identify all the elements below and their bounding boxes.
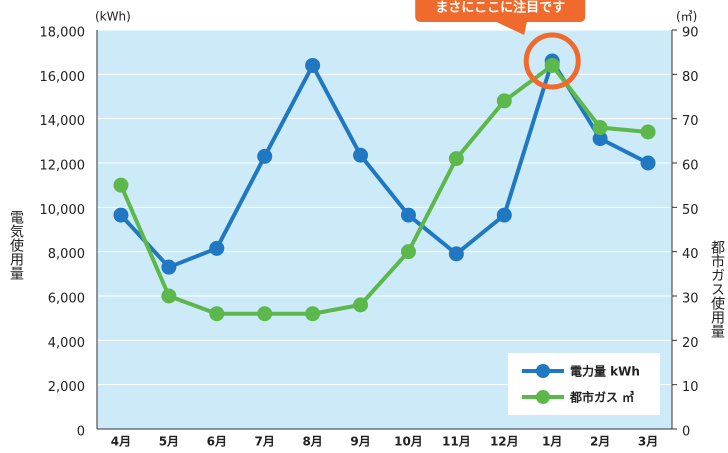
y-tick-label: 18,000 (40, 26, 86, 41)
callout-box (415, 0, 586, 22)
data-point (257, 148, 273, 164)
data-point (448, 151, 464, 167)
y2-tick-label: 80 (682, 70, 699, 85)
y-tick-label: 4,000 (48, 336, 85, 351)
data-point (161, 288, 177, 304)
x-tick-label: 11月 (442, 435, 471, 449)
data-point (209, 240, 225, 256)
data-point (592, 120, 608, 136)
x-tick-label: 4月 (111, 435, 131, 449)
x-tick-label: 12月 (490, 435, 519, 449)
y2-axis-title: 都市ガス使用量 (709, 240, 725, 338)
y2-tick-label: 10 (682, 380, 699, 395)
y2-tick-label: 40 (682, 247, 699, 262)
x-tick-label: 6月 (207, 435, 227, 449)
x-tick-label: 10月 (394, 435, 423, 449)
x-tick-label: 8月 (302, 435, 322, 449)
data-point (353, 297, 369, 313)
annotation: まさにここに注目です (435, 0, 565, 16)
data-point (161, 259, 177, 275)
data-point (448, 246, 464, 262)
data-point (305, 57, 321, 73)
data-point (257, 306, 273, 322)
y-unit: (kWh) (95, 10, 131, 24)
data-point (640, 155, 656, 171)
data-point (400, 244, 416, 260)
y2-tick-label: 50 (682, 203, 699, 218)
callout-pointer (492, 20, 528, 36)
data-point (113, 207, 129, 223)
y-tick-label: 2,000 (48, 380, 85, 395)
data-point (640, 124, 656, 140)
data-point (496, 207, 512, 223)
data-point (305, 306, 321, 322)
series-line (119, 62, 649, 316)
y2-tick-label: 70 (682, 114, 699, 129)
x-tick-label: 5月 (159, 435, 179, 449)
y-tick-label: 14,000 (40, 114, 86, 129)
y-tick-label: 16,000 (40, 70, 86, 85)
data-point (592, 131, 608, 147)
legend-label: 都市ガス ㎥ (569, 390, 634, 405)
y2-tick-label: 20 (682, 336, 699, 351)
y-tick-label: 12,000 (40, 159, 86, 174)
y2-tick-label: 0 (682, 425, 690, 440)
legend-marker (536, 364, 550, 378)
y2-tick-label: 90 (682, 26, 699, 41)
data-point (353, 147, 369, 163)
y2-tick-label: 30 (682, 292, 699, 307)
data-point (496, 93, 512, 109)
highlight-circle (523, 32, 581, 90)
data-point (544, 57, 560, 73)
legend-marker (536, 390, 550, 404)
x-tick-label: 7月 (255, 435, 275, 449)
x-tick-label: 9月 (350, 435, 370, 449)
data-point (209, 306, 225, 322)
y-axis-title: 電気使用量 (8, 210, 24, 280)
data-point (400, 207, 416, 223)
x-tick-label: 3月 (638, 435, 658, 449)
y-tick-label: 6,000 (48, 292, 85, 307)
legend-box (508, 353, 660, 415)
y2-unit: (㎥) (676, 10, 697, 24)
data-point (113, 177, 129, 193)
y2-tick-label: 60 (682, 159, 699, 174)
y-tick-label: 8,000 (48, 247, 85, 262)
legend-label: 電力量 kWh (570, 364, 640, 379)
x-tick-label: 1月 (542, 435, 562, 449)
x-tick-label: 2月 (590, 435, 610, 449)
y-tick-label: 10,000 (40, 203, 86, 218)
y-tick-label: 0 (77, 425, 85, 440)
